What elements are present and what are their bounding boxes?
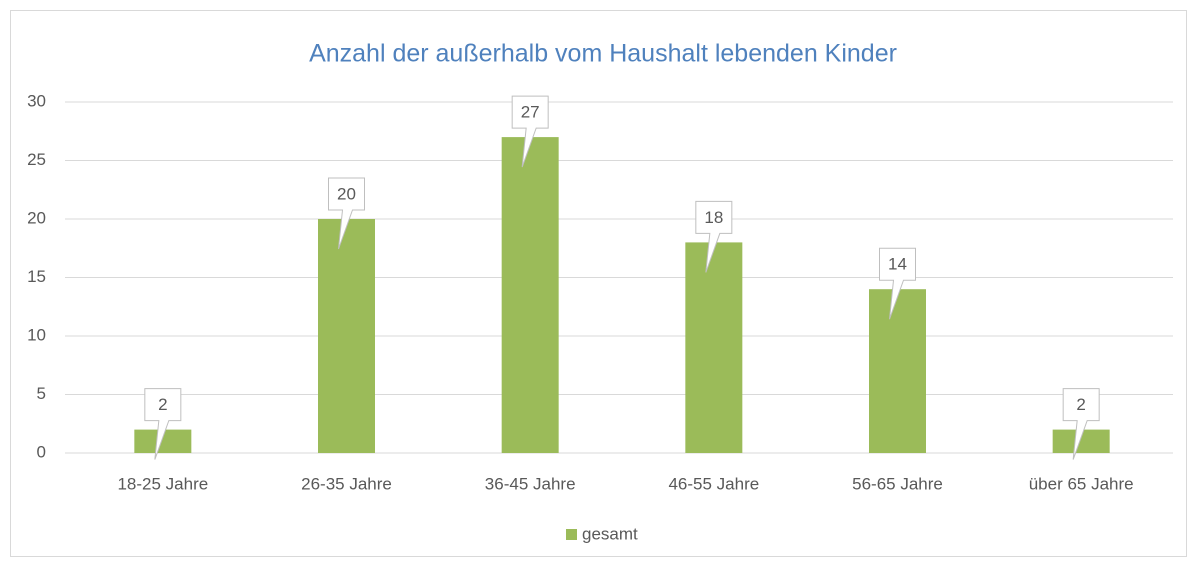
data-label: 20: [337, 184, 356, 203]
legend-swatch: [566, 529, 577, 540]
x-tick-label: 46-55 Jahre: [668, 474, 759, 493]
y-tick-label: 15: [27, 267, 46, 286]
y-tick-label: 0: [37, 442, 46, 461]
data-label-callout: [879, 247, 916, 320]
data-label-callout: [144, 388, 182, 460]
y-tick-label: 25: [27, 150, 46, 169]
data-label: 14: [888, 255, 907, 274]
x-tick-label: 36-45 Jahre: [485, 474, 576, 493]
x-tick-label: über 65 Jahre: [1029, 474, 1134, 493]
data-label: 27: [521, 103, 540, 122]
data-label: 2: [158, 395, 167, 414]
y-tick-label: 30: [27, 91, 46, 110]
bar: [501, 137, 559, 453]
data-label-callout: [511, 95, 549, 168]
y-tick-label: 10: [27, 325, 46, 344]
y-tick-label: 5: [37, 384, 46, 403]
data-label: 18: [704, 208, 723, 227]
legend-label: gesamt: [582, 524, 638, 543]
x-tick-label: 26-35 Jahre: [301, 474, 392, 493]
bar: [318, 219, 375, 453]
chart-title: Anzahl der außerhalb vom Haushalt lebend…: [309, 40, 897, 68]
y-tick-label: 20: [27, 208, 46, 227]
data-label-callout: [695, 200, 733, 273]
data-label-callout: [328, 177, 365, 250]
bar: [1052, 429, 1110, 453]
bar: [134, 429, 192, 453]
data-label-callout: [1062, 388, 1100, 460]
bar: [869, 289, 926, 453]
x-tick-label: 56-65 Jahre: [852, 474, 943, 493]
bar: [685, 242, 743, 453]
data-label: 2: [1076, 395, 1085, 414]
x-tick-label: 18-25 Jahre: [117, 474, 208, 493]
